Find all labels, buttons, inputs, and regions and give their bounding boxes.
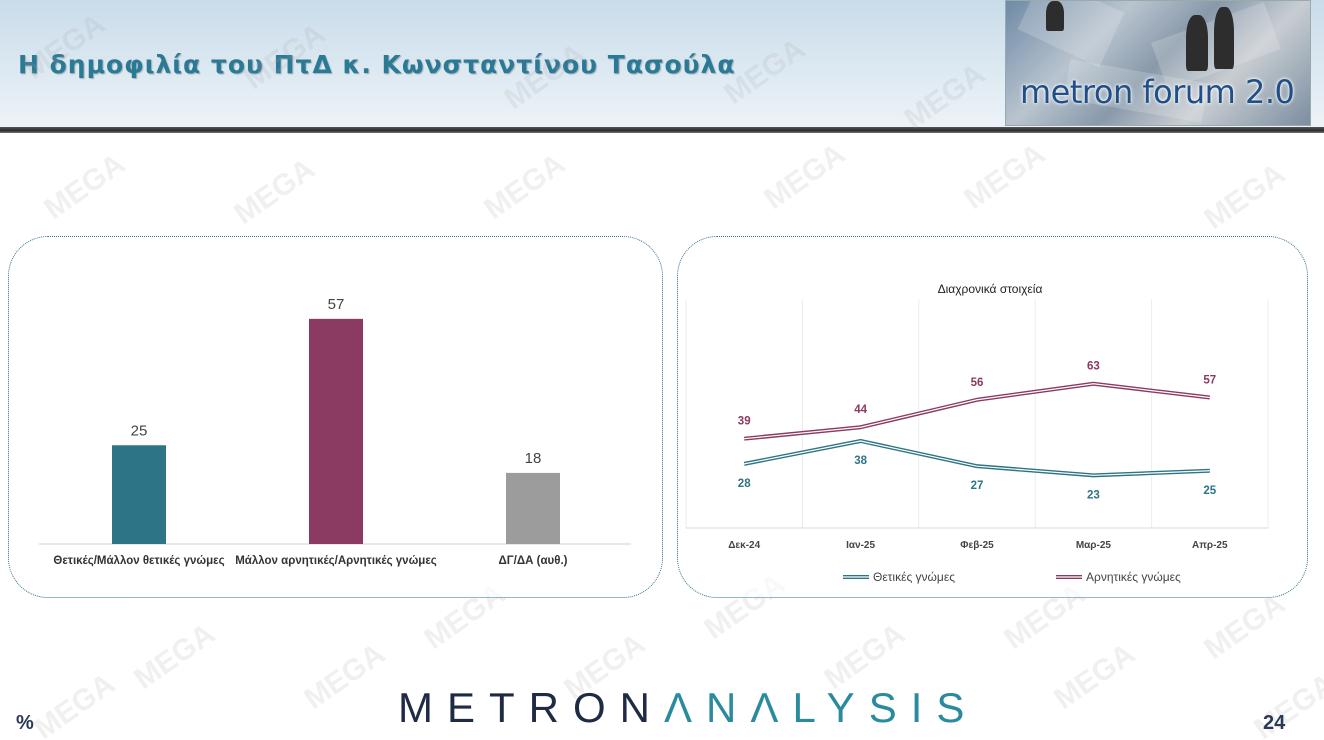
page-title: Η δημοφιλία του ΠτΔ κ. Κωνσταντίνου Τασο…	[18, 50, 736, 79]
data-label: 56	[971, 377, 984, 389]
x-tick-label: Ιαν-25	[846, 540, 875, 551]
chart-title: Διαχρονικά στοιχεία	[938, 282, 1043, 296]
data-label: 63	[1087, 361, 1100, 373]
watermark-text: MEGA	[28, 667, 122, 740]
data-label: 28	[738, 478, 751, 490]
legend-label: Θετικές γνώμες	[873, 570, 955, 584]
data-label: 38	[854, 455, 867, 467]
legend-label: Αρνητικές γνώμες	[1086, 570, 1181, 584]
series-line	[744, 381, 1211, 441]
x-tick-label: Απρ-25	[1192, 540, 1228, 551]
x-tick-label: Μαρ-25	[1076, 540, 1112, 551]
page-number: 24	[1263, 712, 1286, 734]
data-label: 39	[738, 416, 751, 428]
brand-part2: ΛNΛLYSIS	[664, 684, 979, 731]
watermark-text: MEGA	[1198, 157, 1292, 236]
data-label: 44	[854, 404, 867, 416]
watermark-text: MEGA	[38, 147, 132, 226]
logo-text: metron forum 2.0	[1020, 73, 1295, 111]
percent-symbol: %	[16, 712, 34, 734]
watermark-text: MEGA	[478, 147, 572, 226]
brand-part1: METRON	[398, 684, 664, 731]
watermark-text: MEGA	[958, 137, 1052, 216]
watermark-text: MEGA	[1048, 637, 1142, 716]
series-line	[743, 438, 1210, 478]
x-tick-label: Φεβ-25	[960, 540, 994, 551]
bar-value-label: 57	[328, 296, 345, 313]
bar-chart: 25 Θετικές/Μάλλον θετικές γνώμες 57 Μάλλον …	[39, 296, 631, 567]
watermark-text: MEGA	[228, 152, 322, 231]
data-label: 57	[1203, 374, 1216, 386]
watermark-text: MEGA	[1248, 667, 1324, 740]
watermark-text: MEGA	[298, 637, 392, 716]
bar-value-label: 18	[525, 450, 542, 467]
category-label: ΔΓ/ΔΑ (αυθ.)	[499, 555, 568, 567]
bar	[112, 445, 166, 544]
watermark-text: MEGA	[758, 137, 852, 216]
series-line-highlight	[744, 440, 1210, 476]
metron-forum-logo: metron forum 2.0	[1005, 0, 1311, 126]
category-label: Θετικές/Μάλλον θετικές γνώμες	[53, 555, 224, 567]
x-tick-label: Δεκ-24	[728, 540, 760, 551]
header-divider	[0, 127, 1324, 133]
data-label: 27	[971, 480, 984, 492]
watermark-text: MEGA	[1198, 587, 1292, 666]
line-chart: Διαχρονικά στοιχεία Δεκ-24 Ιαν-25 Φεβ-25 Μαρ…	[685, 282, 1269, 584]
line-chart-panel: Διαχρονικά στοιχεία Δεκ-24 Ιαν-25 Φεβ-25 Μαρ…	[677, 236, 1308, 598]
category-label: Μάλλον αρνητικές/Αρνητικές γνώμες	[235, 555, 437, 567]
bar	[309, 318, 363, 544]
watermark-text: MEGA	[128, 617, 222, 696]
metron-analysis-logo: METRONΛNΛLYSIS	[398, 684, 979, 731]
data-label: 25	[1203, 485, 1216, 497]
data-label: 23	[1087, 489, 1100, 501]
bar-chart-panel: 25 Θετικές/Μάλλον θετικές γνώμες 57 Μάλλον …	[8, 236, 663, 598]
bar-value-label: 25	[131, 422, 148, 439]
bar	[506, 472, 560, 544]
series-line-highlight	[744, 383, 1210, 440]
